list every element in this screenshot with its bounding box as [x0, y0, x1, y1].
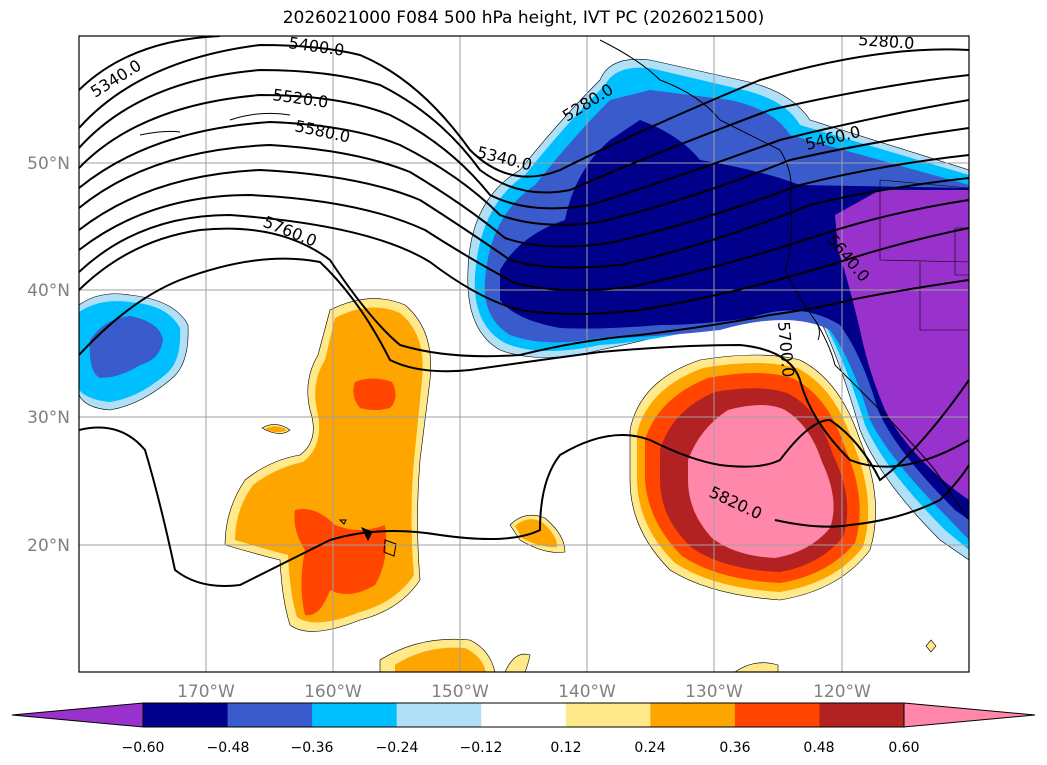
colorbar-extend-low	[11, 702, 144, 728]
colorbar-segment	[396, 703, 482, 727]
colorbar-segment	[143, 703, 229, 727]
colorbar-extend-high	[903, 702, 1036, 728]
map-frame	[78, 35, 970, 673]
colorbar-segment	[650, 703, 736, 727]
colorbar-segments	[11, 702, 1036, 728]
colorbar: −0.60 −0.48 −0.36 −0.24 −0.12 0.12 0.24 …	[11, 702, 1036, 756]
lon-label-170w: 170°W	[177, 682, 235, 702]
colorbar-segment	[819, 703, 905, 727]
colorbar-tick-6: 0.12	[550, 740, 581, 756]
colorbar-tick-9: 0.48	[803, 740, 834, 756]
colorbar-segment	[312, 703, 398, 727]
lon-label-130w: 130°W	[685, 682, 743, 702]
lat-label-20n: 20°N	[27, 536, 70, 556]
ivt-positive-anomaly-minor	[379, 514, 937, 672]
map-title: 2026021000 F084 500 hPa height, IVT PC (…	[282, 8, 765, 28]
contour-label-5280-east: 5280.0	[858, 30, 915, 53]
lon-label-140w: 140°W	[558, 682, 616, 702]
lat-label-50n: 50°N	[27, 154, 70, 174]
ivt-negative-anomaly-northpacific	[467, 58, 969, 561]
lat-label-30n: 30°N	[27, 408, 70, 428]
colorbar-tick-8: 0.36	[719, 740, 750, 756]
colorbar-tick-10: 0.60	[888, 740, 919, 756]
colorbar-tick-4: −0.24	[376, 740, 419, 756]
lon-label-150w: 150°W	[431, 682, 489, 702]
colorbar-tick-1: −0.60	[122, 740, 165, 756]
graticule	[79, 36, 969, 672]
colorbar-segment	[227, 703, 313, 727]
colorbar-tick-3: −0.36	[291, 740, 334, 756]
colorbar-segment	[565, 703, 651, 727]
colorbar-ticks: −0.60 −0.48 −0.36 −0.24 −0.12 0.12 0.24 …	[122, 740, 920, 756]
coastlines	[139, 39, 969, 557]
colorbar-tick-5: −0.12	[460, 740, 503, 756]
contour-label-5760: 5760.0	[261, 212, 320, 251]
colorbar-tick-2: −0.48	[207, 740, 250, 756]
longitude-labels: 170°W 160°W 150°W 140°W 130°W 120°W	[177, 682, 871, 702]
contour-label-5580: 5580.0	[293, 116, 352, 146]
lon-label-160w: 160°W	[304, 682, 362, 702]
colorbar-frame	[142, 702, 905, 728]
contour-label-5400: 5400.0	[287, 33, 345, 60]
height-contours	[79, 36, 969, 587]
contour-label-5340-center: 5340.0	[475, 142, 534, 174]
ivt-positive-anomaly-hawaii	[224, 298, 431, 632]
lon-label-120w: 120°W	[813, 682, 871, 702]
contour-label-5700: 5700.0	[774, 321, 798, 378]
colorbar-tick-7: 0.24	[634, 740, 665, 756]
lat-label-40n: 40°N	[27, 281, 70, 301]
ivt-negative-anomaly-west	[79, 293, 189, 411]
contour-label-5520: 5520.0	[271, 85, 329, 112]
colorbar-segment	[734, 703, 820, 727]
latitude-labels: 50°N 40°N 30°N 20°N	[27, 154, 70, 556]
ivt-positive-anomaly-east	[629, 354, 876, 601]
colorbar-segment	[481, 703, 567, 727]
